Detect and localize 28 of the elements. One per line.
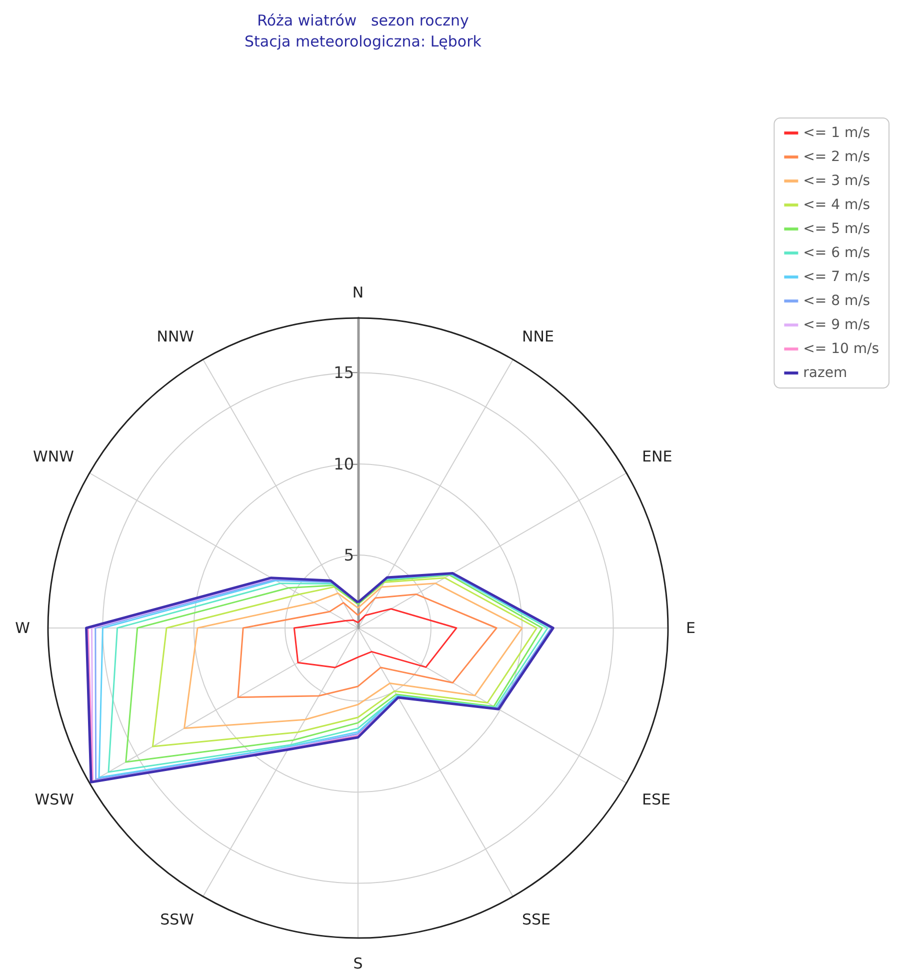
- spoke-label: N: [352, 284, 364, 302]
- legend-label: <= 1 m/s: [803, 125, 870, 141]
- chart-title: Róża wiatrów sezon roczny: [257, 12, 469, 30]
- spoke-label: ESE: [642, 790, 671, 808]
- legend-label: <= 4 m/s: [803, 197, 870, 213]
- legend-label: <= 7 m/s: [803, 269, 870, 285]
- legend-label: <= 3 m/s: [803, 173, 870, 189]
- spoke-label: SSE: [522, 910, 551, 929]
- legend-label: <= 2 m/s: [803, 149, 870, 165]
- y-tick-label: 15: [334, 363, 354, 382]
- y-tick-label: 10: [334, 454, 354, 474]
- legend-label: <= 5 m/s: [803, 221, 870, 237]
- spoke-label: W: [15, 619, 30, 637]
- legend-label: <= 10 m/s: [803, 341, 880, 357]
- spoke-label: NNE: [522, 327, 554, 346]
- spoke-label: S: [353, 954, 363, 972]
- legend-label: razem: [803, 365, 848, 381]
- spoke-label: WSW: [34, 790, 74, 808]
- spoke-label: E: [686, 619, 696, 637]
- chart-subtitle: Stacja meteorologiczna: Lębork: [244, 32, 482, 50]
- spoke-label: NNW: [156, 327, 194, 346]
- legend-label: <= 8 m/s: [803, 293, 870, 309]
- spoke-label: SSW: [160, 910, 194, 929]
- spoke-label: ENE: [642, 448, 672, 466]
- legend-label: <= 9 m/s: [803, 317, 870, 333]
- spoke-label: WNW: [33, 448, 74, 466]
- y-tick-label: 5: [344, 546, 354, 565]
- legend-label: <= 6 m/s: [803, 245, 870, 261]
